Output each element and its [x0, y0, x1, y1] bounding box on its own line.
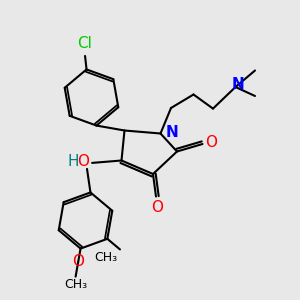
Text: O: O — [72, 254, 84, 269]
Text: O: O — [152, 200, 164, 215]
Text: CH₃: CH₃ — [64, 278, 87, 291]
Text: CH₃: CH₃ — [94, 251, 118, 264]
Text: N: N — [166, 125, 178, 140]
Text: Cl: Cl — [77, 36, 92, 51]
Text: O: O — [77, 154, 89, 169]
Text: O: O — [205, 135, 217, 150]
Text: H: H — [68, 154, 79, 169]
Text: N: N — [232, 77, 244, 92]
